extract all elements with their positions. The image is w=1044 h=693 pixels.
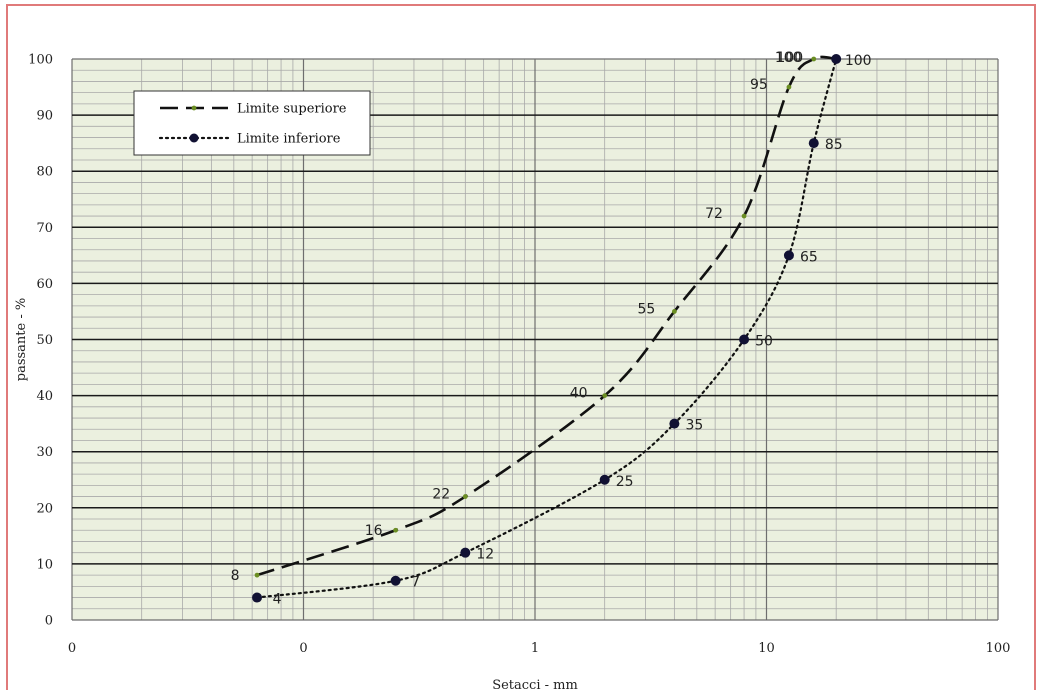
legend-box (133, 90, 371, 156)
y-tick-labels: 0 10 20 30 40 50 60 70 80 90 100 (28, 53, 53, 629)
point-limite-inferiore (252, 592, 263, 603)
y-tick-label: 100 (28, 53, 53, 68)
y-tick-label: 0 (45, 614, 53, 629)
point-limite-inferiore (808, 138, 819, 149)
legend-marker-limite-superiore (191, 105, 197, 111)
data-label-limite-inferiore: 12 (476, 547, 494, 563)
y-tick-label: 10 (36, 557, 53, 572)
legend-label-limite-inferiore: Limite inferiore (237, 132, 341, 147)
data-label-limite-inferiore: 7 (411, 575, 420, 591)
point-limite-superiore (602, 393, 608, 398)
y-tick-label: 20 (36, 501, 53, 516)
data-label-limite-inferiore: 65 (800, 249, 818, 265)
data-label-limite-superiore: 100 (775, 50, 802, 66)
point-limite-superiore (393, 527, 399, 533)
point-limite-inferiore (739, 334, 750, 345)
data-label-limite-inferiore: 50 (755, 334, 773, 350)
point-limite-inferiore (783, 250, 794, 261)
major-gridlines (71, 58, 999, 621)
point-limite-superiore (671, 309, 677, 314)
data-label-limite-superiore: 72 (705, 206, 723, 222)
point-limite-inferiore (599, 474, 610, 485)
data-label-limite-superiore: 8 (231, 568, 240, 584)
data-label-limite-superiore: 100 (776, 50, 803, 66)
x-axis-title: Setacci - mm (492, 678, 578, 693)
data-label-limite-inferiore: 25 (616, 474, 634, 490)
point-limite-superiore (786, 84, 792, 90)
y-tick-label: 90 (36, 109, 53, 124)
point-limite-superiore (462, 494, 468, 499)
data-label-limite-inferiore: 85 (825, 137, 843, 153)
data-label-limite-superiore: 16 (365, 523, 383, 539)
y-tick-label: 30 (36, 445, 53, 460)
data-label-limite-superiore: 40 (570, 386, 588, 402)
y-axis-title: passante - % (14, 298, 29, 381)
point-limite-inferiore (831, 54, 842, 64)
x-tick-label: 100 (986, 641, 1011, 656)
data-label-limite-inferiore: 35 (685, 418, 703, 434)
x-tick-label: 1 (531, 641, 539, 656)
y-tick-label: 70 (36, 221, 53, 236)
data-label-limite-inferiore: 100 (845, 53, 872, 69)
point-limite-superiore (741, 213, 747, 219)
point-limite-superiore (811, 56, 817, 62)
y-tick-label: 60 (36, 277, 53, 292)
data-label-limite-superiore: 22 (432, 487, 450, 503)
y-tick-label: 40 (36, 389, 53, 404)
x-tick-labels: 0 0 1 10 100 (68, 641, 1011, 656)
series-line-limite-superiore (256, 55, 837, 577)
y-tick-label: 50 (36, 333, 53, 348)
point-limite-inferiore (390, 575, 401, 586)
point-limite-inferiore (460, 547, 471, 558)
data-label-limite-superiore: 55 (637, 301, 655, 317)
chart-frame (6, 4, 1036, 690)
legend-label-limite-superiore: Limite superiore (237, 102, 347, 117)
legend: Limite superiore Limite inferiore (133, 90, 371, 156)
x-tick-label: 10 (758, 641, 775, 656)
point-limite-superiore (254, 572, 260, 578)
x-tick-label: 0 (299, 641, 307, 656)
x-tick-label: 0 (68, 641, 76, 656)
legend-marker-limite-inferiore (189, 133, 199, 143)
data-label-limite-superiore: 95 (750, 77, 768, 93)
y-tick-label: 80 (36, 165, 53, 180)
data-label-limite-inferiore: 4 (273, 592, 282, 608)
point-limite-inferiore (669, 418, 680, 429)
